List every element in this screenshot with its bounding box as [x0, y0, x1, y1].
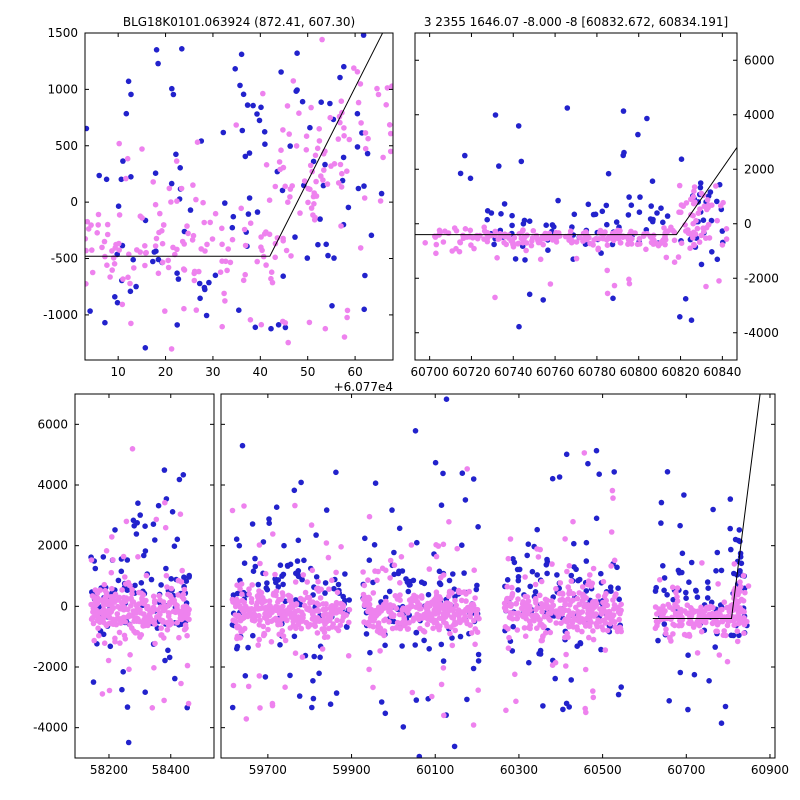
x-tick-label: 40 — [253, 365, 268, 379]
y-tick-label: -4000 — [744, 326, 779, 340]
plot-title-right: 3 2355 1646.07 -8.000 -8 [60832.672, 608… — [423, 15, 729, 29]
model-line-bottom-seg2 — [652, 394, 761, 619]
model-line-top-right — [415, 147, 737, 236]
x-tick-label: 30 — [205, 365, 220, 379]
y-tick-label: -500 — [51, 252, 78, 266]
model-line-top-left — [85, 33, 384, 257]
y-tick-label: -1000 — [43, 308, 78, 322]
x-tick-label: 10 — [111, 365, 126, 379]
x-tick-label: 60 — [347, 365, 362, 379]
axes-frame-top-right — [414, 32, 738, 361]
y-tick-label: 1000 — [47, 82, 78, 96]
y-tick-label: 4000 — [37, 478, 68, 492]
axes-frame-top-left — [84, 32, 394, 361]
x-tick-label: 58200 — [90, 763, 128, 777]
x-tick-label: 59700 — [249, 763, 287, 777]
x-tick-label: 59900 — [332, 763, 370, 777]
x-tick-label: 60500 — [584, 763, 622, 777]
y-tick-label: 2000 — [744, 162, 775, 176]
y-tick-label: -2000 — [744, 271, 779, 285]
y-tick-label: 500 — [55, 139, 78, 153]
x-tick-label: 60740 — [494, 365, 532, 379]
plot-title-left: BLG18K0101.063924 (872.41, 607.30) — [122, 15, 356, 29]
x-tick-label: 20 — [158, 365, 173, 379]
x-tick-label: 60840 — [703, 365, 741, 379]
x-tick-label: 60900 — [751, 763, 789, 777]
y-tick-label: 0 — [744, 217, 752, 231]
x-axis-offset-label: +6.077e4 — [334, 380, 393, 394]
x-tick-label: 60780 — [578, 365, 616, 379]
x-tick-label: 58400 — [152, 763, 190, 777]
x-tick-label: 60760 — [536, 365, 574, 379]
x-tick-label: 60700 — [667, 763, 705, 777]
y-tick-label: 6000 — [744, 53, 775, 67]
x-tick-label: 50 — [300, 365, 315, 379]
x-tick-label: 60800 — [620, 365, 658, 379]
panel-top-right: 60700 60720 60740 60760 60780 60800 60820 60840… — [411, 32, 779, 379]
y-tick-label: 4000 — [744, 108, 775, 122]
y-tick-label: -2000 — [33, 660, 68, 674]
x-tick-label: 60720 — [452, 365, 490, 379]
panel-bottom-seg2: 59700 59900 60100 60300 60500 60700 60900 — [220, 393, 789, 777]
x-tick-label: 60100 — [416, 763, 454, 777]
x-tick-label: 60300 — [500, 763, 538, 777]
y-tick-label: 0 — [60, 599, 68, 613]
y-tick-label: -4000 — [33, 721, 68, 735]
axes-frame-bottom-seg2 — [220, 393, 776, 759]
y-tick-label: 6000 — [37, 417, 68, 431]
y-tick-label: 0 — [70, 195, 78, 209]
panel-bottom-seg1: 58200 58400 -4000 -2000 0 2000 4000 6000 — [33, 393, 215, 777]
x-tick-label: 60820 — [661, 365, 699, 379]
axes-frame-bottom-seg1 — [74, 393, 215, 759]
x-tick-label: 60700 — [411, 365, 449, 379]
y-tick-label: 2000 — [37, 539, 68, 553]
panel-top-left: 10 20 30 40 50 60 -1000 -500 0 500 1000 1500 +6.077e… — [43, 26, 394, 394]
y-tick-label: 1500 — [47, 26, 78, 40]
